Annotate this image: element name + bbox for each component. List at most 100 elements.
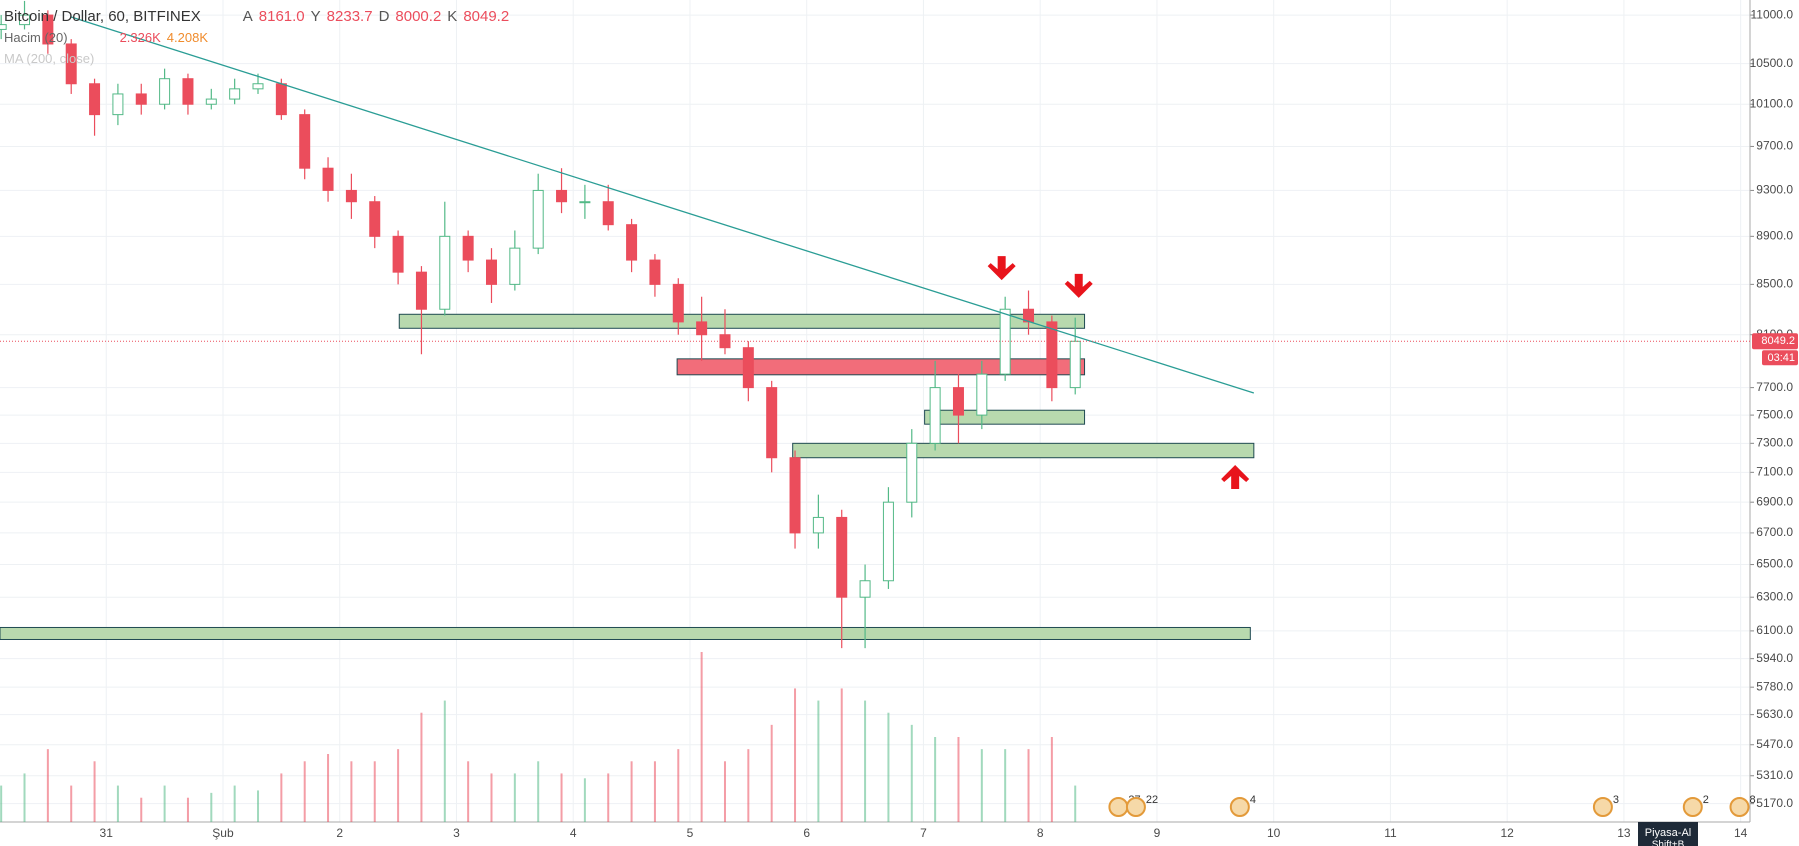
y-tick-label: 7300.0 bbox=[1756, 435, 1793, 449]
y-tick-label: 6500.0 bbox=[1756, 557, 1793, 571]
candle-body bbox=[345, 189, 357, 203]
zone bbox=[676, 358, 1086, 376]
candle-body bbox=[602, 201, 614, 226]
candle-body bbox=[205, 98, 217, 105]
volume-bar bbox=[794, 688, 797, 822]
ohlc-key: D bbox=[378, 8, 390, 25]
candle-body bbox=[42, 14, 54, 45]
candle-body bbox=[532, 189, 544, 249]
candle-body bbox=[1046, 321, 1058, 389]
x-tick-label: 12 bbox=[1500, 826, 1514, 840]
candle-body bbox=[836, 516, 848, 598]
candle-body bbox=[159, 78, 171, 105]
candle-body bbox=[392, 235, 404, 273]
y-tick-label: 10100.0 bbox=[1750, 96, 1794, 110]
event-badge bbox=[1229, 797, 1250, 817]
arrow bbox=[1064, 273, 1093, 298]
event-count: 8 bbox=[1749, 794, 1755, 806]
candle-body bbox=[65, 43, 77, 85]
candle-body bbox=[485, 259, 497, 285]
x-tick-label: 6 bbox=[803, 826, 810, 840]
zone bbox=[792, 442, 1255, 459]
x-tick-label: 5 bbox=[687, 826, 694, 840]
volume-bar bbox=[910, 724, 913, 822]
candle-body bbox=[299, 114, 311, 169]
symbol-title: Bitcoin / Dollar, 60, BITFINEX bbox=[4, 8, 201, 25]
volume-row: Hacim (20) 2.326K 4.208K bbox=[4, 27, 509, 48]
x-tick-label: 8 bbox=[1037, 826, 1044, 840]
volume-bar bbox=[934, 737, 937, 822]
trade-button-shortcut: Shift+B bbox=[1652, 840, 1685, 846]
trendline bbox=[71, 16, 1255, 394]
candle-body bbox=[415, 271, 427, 310]
volume-name: Hacim (20) bbox=[4, 30, 68, 45]
volume-bar bbox=[116, 785, 119, 822]
y-tick-label: 8900.0 bbox=[1756, 229, 1793, 243]
y-tick-label: 5170.0 bbox=[1756, 796, 1793, 810]
candle-body bbox=[112, 93, 124, 116]
arrow bbox=[987, 256, 1016, 281]
candle-body bbox=[439, 235, 451, 310]
volume-bar bbox=[607, 773, 610, 822]
volume-bar bbox=[1050, 737, 1053, 822]
y-tick-label: 9700.0 bbox=[1756, 139, 1793, 153]
volume-bar bbox=[817, 700, 820, 822]
y-tick-label: 7700.0 bbox=[1756, 380, 1793, 394]
x-tick-label: 31 bbox=[100, 826, 114, 840]
x-tick-label: Şub bbox=[212, 826, 234, 840]
arrow bbox=[1221, 465, 1250, 490]
ma-name: MA (200, close) bbox=[4, 51, 95, 66]
volume-bar bbox=[327, 754, 330, 822]
ohlc-row: Bitcoin / Dollar, 60, BITFINEX A 8161.0 Y 8… bbox=[4, 6, 509, 27]
x-tick-label: 11 bbox=[1384, 826, 1397, 840]
volume-bar bbox=[583, 778, 586, 822]
event-count: 3 bbox=[1613, 794, 1619, 806]
trade-button-label: Piyasa-Al bbox=[1645, 827, 1691, 839]
volume-bar bbox=[723, 761, 726, 822]
trade-button[interactable] bbox=[1638, 822, 1698, 846]
x-tick-label: 4 bbox=[570, 826, 577, 840]
candle-body bbox=[135, 93, 147, 105]
event-badge bbox=[1682, 797, 1703, 817]
ohlc-key: Y bbox=[310, 8, 321, 25]
volume-bar bbox=[840, 688, 843, 822]
candle-body bbox=[906, 442, 918, 503]
candle-body bbox=[19, 14, 31, 26]
x-tick-label: 14 bbox=[1734, 826, 1748, 840]
candle-body bbox=[509, 247, 521, 285]
volume-bar bbox=[1074, 785, 1077, 822]
volume-bar bbox=[467, 761, 470, 822]
volume-bar bbox=[257, 790, 260, 822]
y-tick-label: 7100.0 bbox=[1756, 465, 1793, 479]
volume-bar bbox=[0, 785, 3, 822]
x-tick-label: 10 bbox=[1267, 826, 1281, 840]
candle-body bbox=[812, 516, 824, 534]
ohlc-key: K bbox=[447, 8, 458, 25]
candle-body bbox=[369, 201, 381, 237]
volume-bar bbox=[46, 749, 49, 822]
candle-body bbox=[0, 24, 7, 30]
volume-bar bbox=[420, 712, 423, 822]
candle-body bbox=[952, 387, 964, 416]
volume-bar bbox=[700, 652, 703, 822]
y-tick-label: 7500.0 bbox=[1756, 407, 1793, 421]
candle-body bbox=[89, 83, 101, 116]
volume-bar bbox=[770, 724, 773, 822]
volume-bar bbox=[443, 700, 446, 822]
price-tag bbox=[1752, 333, 1798, 350]
y-tick-label: 10500.0 bbox=[1750, 56, 1794, 70]
zone bbox=[924, 409, 1086, 425]
ohlc-key: A bbox=[242, 8, 253, 25]
volume-bar bbox=[630, 761, 633, 822]
volume-bar bbox=[980, 749, 983, 822]
y-tick-label: 5780.0 bbox=[1756, 679, 1793, 693]
candle-body bbox=[976, 373, 988, 416]
volume-bar bbox=[1027, 749, 1030, 822]
event-count: 2 bbox=[1703, 794, 1709, 806]
candle-body bbox=[882, 501, 894, 582]
event-badge bbox=[1108, 797, 1129, 817]
candle-body bbox=[229, 88, 241, 100]
y-tick-label: 5940.0 bbox=[1756, 651, 1793, 665]
ohlc-value: 8233.7 bbox=[326, 8, 373, 25]
